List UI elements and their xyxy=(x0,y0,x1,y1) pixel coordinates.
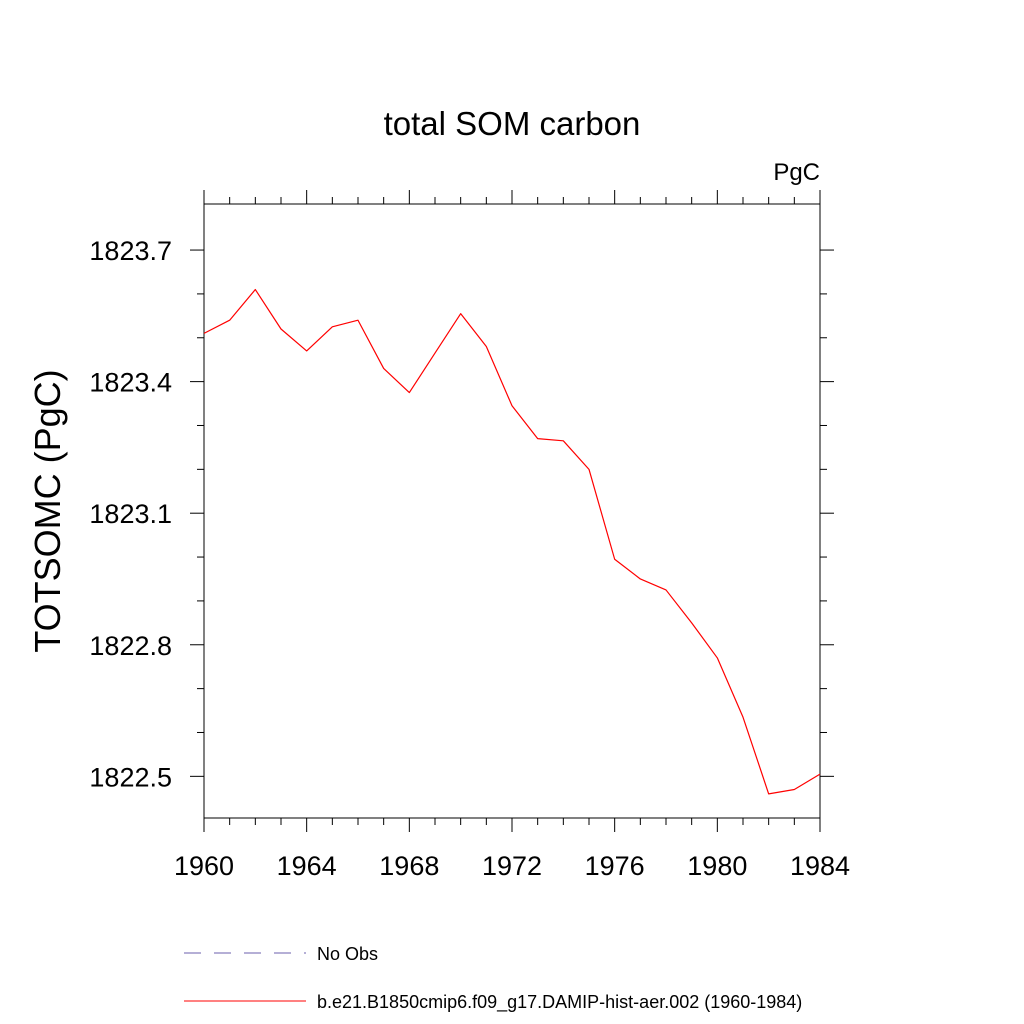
x-tick-label: 1976 xyxy=(585,851,645,881)
y-tick-label: 1823.7 xyxy=(89,236,172,266)
y-tick-label: 1823.4 xyxy=(89,368,172,398)
x-tick-label: 1984 xyxy=(790,851,850,881)
y-tick-label: 1822.8 xyxy=(89,631,172,661)
y-tick-label: 1822.5 xyxy=(89,762,172,792)
x-tick-label: 1964 xyxy=(277,851,337,881)
plot-frame xyxy=(203,203,821,819)
x-axis-ticks xyxy=(203,190,821,832)
x-tick-label: 1968 xyxy=(379,851,439,881)
y-tick-label: 1823.1 xyxy=(89,499,172,529)
legend: No Obs b.e21.B1850cmip6.f09_g17.DAMIP-hi… xyxy=(184,944,802,1013)
y-axis-tick-labels: 1822.5 1822.8 1823.1 1823.4 1823.7 xyxy=(89,236,172,792)
y-axis-ticks xyxy=(190,249,834,777)
series-line-1 xyxy=(203,288,821,795)
legend-label-model: b.e21.B1850cmip6.f09_g17.DAMIP-hist-aer.… xyxy=(317,992,802,1013)
x-axis-tick-labels: 1960 1964 1968 1972 1976 1980 1984 xyxy=(174,851,850,881)
x-tick-label: 1960 xyxy=(174,851,234,881)
series-lines xyxy=(203,288,821,795)
chart-title: total SOM carbon xyxy=(384,105,641,142)
x-tick-label: 1972 xyxy=(482,851,542,881)
y-axis-title: TOTSOMC (PgC) xyxy=(27,369,68,652)
legend-label-no-obs: No Obs xyxy=(317,944,378,964)
x-tick-label: 1980 xyxy=(687,851,747,881)
units-label: PgC xyxy=(773,159,820,186)
